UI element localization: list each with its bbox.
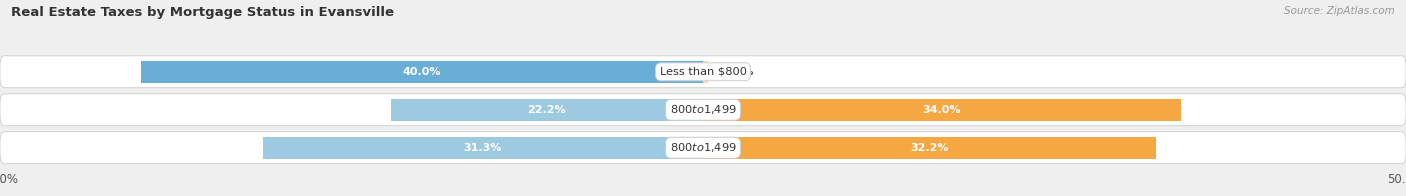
FancyBboxPatch shape xyxy=(0,94,1406,126)
Text: 22.2%: 22.2% xyxy=(527,105,567,115)
Text: Less than $800: Less than $800 xyxy=(659,67,747,77)
Text: Source: ZipAtlas.com: Source: ZipAtlas.com xyxy=(1284,6,1395,16)
Bar xyxy=(263,137,703,159)
FancyBboxPatch shape xyxy=(0,56,1406,88)
Text: 34.0%: 34.0% xyxy=(922,105,962,115)
Bar xyxy=(703,61,709,83)
Text: 32.2%: 32.2% xyxy=(910,143,949,153)
Bar xyxy=(703,99,1181,121)
Text: Real Estate Taxes by Mortgage Status in Evansville: Real Estate Taxes by Mortgage Status in … xyxy=(11,6,394,19)
Text: 0.39%: 0.39% xyxy=(716,67,754,77)
FancyBboxPatch shape xyxy=(0,132,1406,164)
Bar xyxy=(141,61,703,83)
Text: 31.3%: 31.3% xyxy=(464,143,502,153)
Bar xyxy=(391,99,703,121)
Text: 40.0%: 40.0% xyxy=(402,67,441,77)
Text: $800 to $1,499: $800 to $1,499 xyxy=(669,141,737,154)
Text: $800 to $1,499: $800 to $1,499 xyxy=(669,103,737,116)
Bar xyxy=(703,137,1156,159)
